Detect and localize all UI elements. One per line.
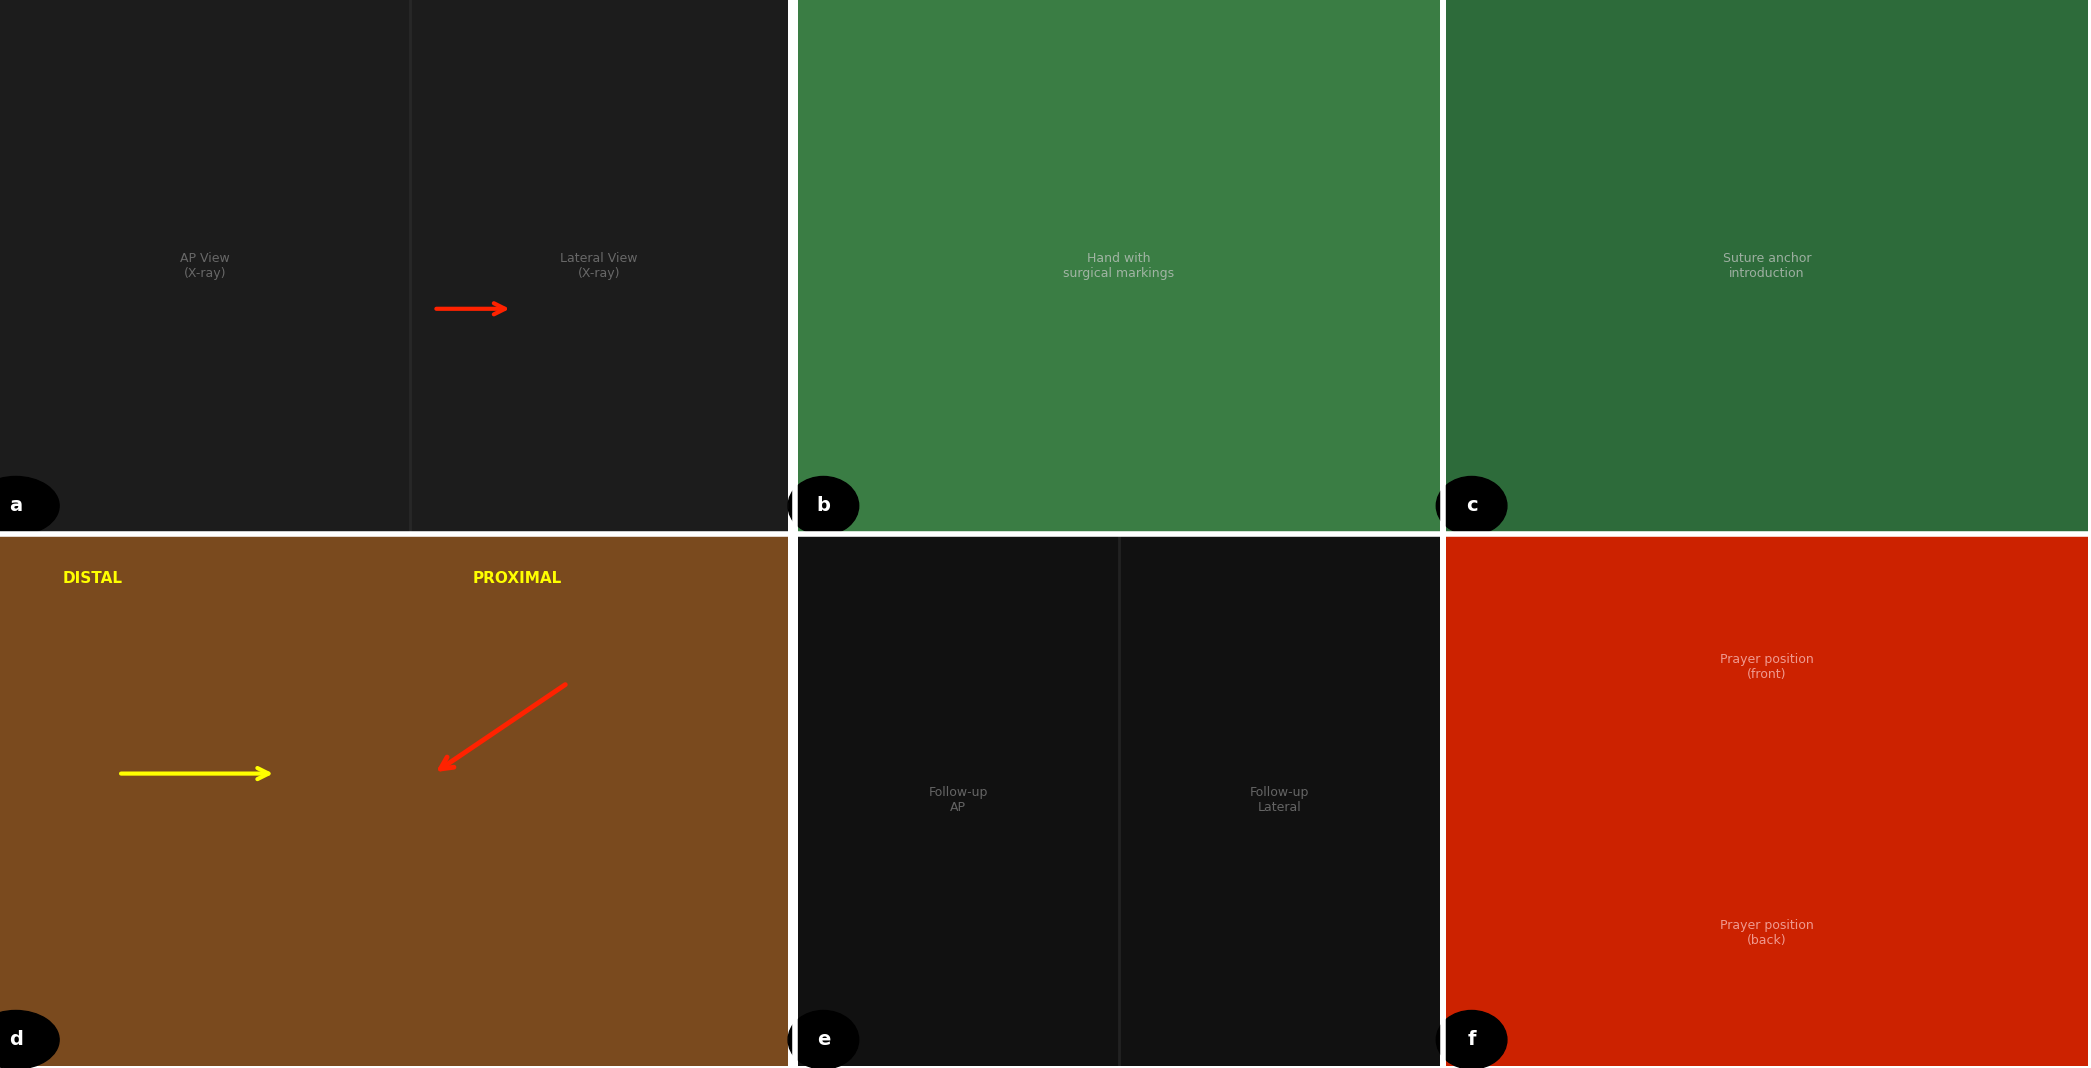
Text: DISTAL: DISTAL [63, 571, 123, 586]
Text: Lateral View
(X-ray): Lateral View (X-ray) [560, 252, 638, 280]
Text: e: e [818, 1031, 830, 1049]
Circle shape [788, 476, 859, 535]
Text: c: c [1466, 497, 1478, 515]
Text: b: b [815, 497, 830, 515]
Circle shape [0, 1010, 59, 1068]
Text: Follow-up
Lateral: Follow-up Lateral [1250, 786, 1309, 814]
Text: Prayer position
(front): Prayer position (front) [1721, 654, 1813, 681]
Circle shape [1437, 476, 1508, 535]
Text: a: a [8, 497, 23, 515]
Circle shape [0, 476, 59, 535]
Text: Suture anchor
introduction: Suture anchor introduction [1723, 252, 1811, 280]
Text: AP View
(X-ray): AP View (X-ray) [180, 252, 230, 280]
Circle shape [788, 1010, 859, 1068]
Text: Hand with
surgical markings: Hand with surgical markings [1062, 252, 1175, 280]
Text: d: d [8, 1031, 23, 1049]
Text: PROXIMAL: PROXIMAL [473, 571, 562, 586]
Text: Prayer position
(back): Prayer position (back) [1721, 920, 1813, 947]
Circle shape [1437, 1010, 1508, 1068]
Text: f: f [1468, 1031, 1476, 1049]
Text: Follow-up
AP: Follow-up AP [928, 786, 987, 814]
